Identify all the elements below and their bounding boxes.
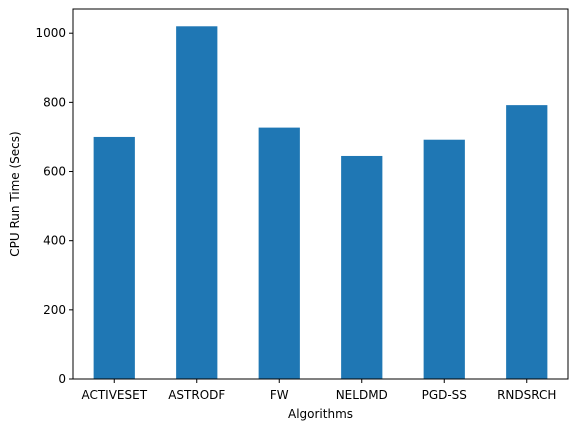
y-axis-ticks: 0 200 400 600 800 1000 [35, 26, 73, 386]
x-tick-label: RNDSRCH [497, 388, 556, 402]
plot-frame [72, 8, 569, 380]
bar-activeset [93, 136, 135, 379]
x-tick-label: PGD-SS [422, 388, 467, 402]
y-axis-label: CPU Run Time (Secs) [8, 131, 22, 256]
x-tick-label: ASTRODF [168, 388, 225, 402]
x-tick-label: FW [270, 388, 289, 402]
x-tick-label: NELDMD [336, 388, 388, 402]
bar-rndsrch [506, 105, 548, 379]
y-tick-label: 800 [43, 95, 66, 109]
y-tick-label: 0 [58, 372, 66, 386]
bar-pgd-ss [423, 139, 465, 379]
y-tick-label: 200 [43, 303, 66, 317]
bars-group [93, 26, 548, 379]
bar-astrodf [176, 26, 218, 379]
y-tick-label: 1000 [35, 26, 66, 40]
x-tick-label: ACTIVESET [81, 388, 147, 402]
y-tick-label: 400 [43, 234, 66, 248]
x-axis-ticks: ACTIVESET ASTRODF FW NELDMD PGD-SS RNDSRCH [81, 379, 556, 402]
bar-fw [258, 127, 300, 379]
bar-neldmd [341, 155, 383, 379]
x-axis-label: Algorithms [288, 407, 353, 421]
y-tick-label: 600 [43, 165, 66, 179]
